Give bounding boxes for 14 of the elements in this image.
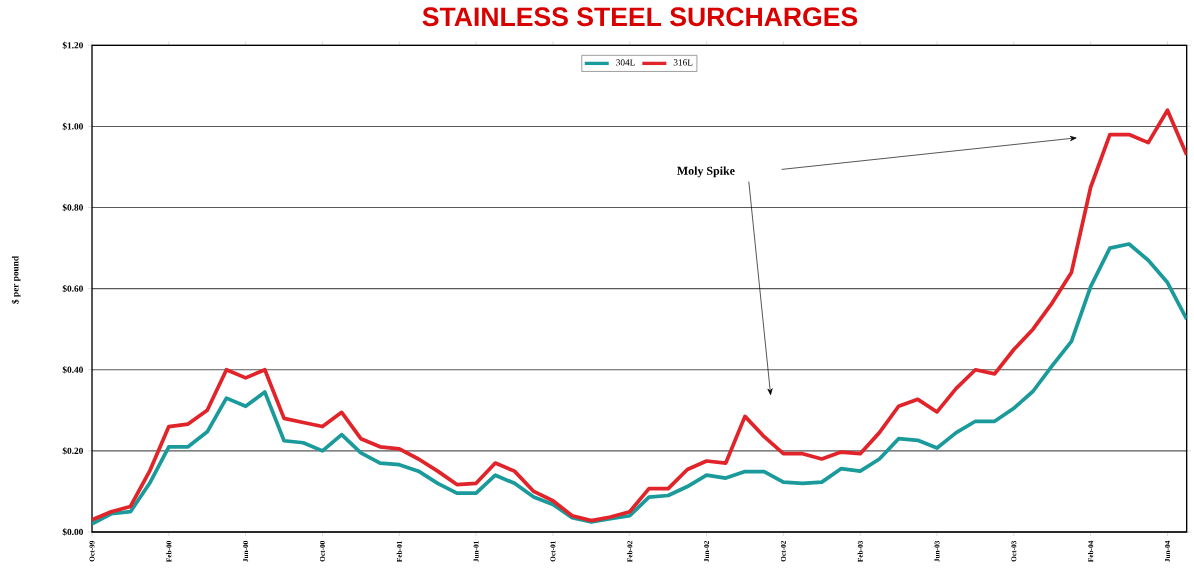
- annotation: Moly Spike: [677, 166, 735, 178]
- y-tick-label: $0.20: [62, 447, 83, 455]
- y-tick-label: $1.20: [62, 41, 83, 50]
- y-tick-label: $0.60: [62, 284, 83, 293]
- legend-label: 304L: [616, 59, 635, 66]
- y-tick-label: $0.80: [62, 203, 83, 212]
- y-axis-title: $ per pound: [11, 256, 21, 304]
- legend-label: 316L: [673, 59, 693, 66]
- chart-title: STAINLESS STEEL SURCHARGES: [422, 7, 858, 27]
- y-tick-label: $0.00: [62, 528, 83, 536]
- line-series: [92, 108, 1187, 523]
- y-tick-label: $1.00: [62, 122, 83, 131]
- y-tick-label: $0.40: [62, 366, 83, 374]
- line-series: [92, 242, 1187, 526]
